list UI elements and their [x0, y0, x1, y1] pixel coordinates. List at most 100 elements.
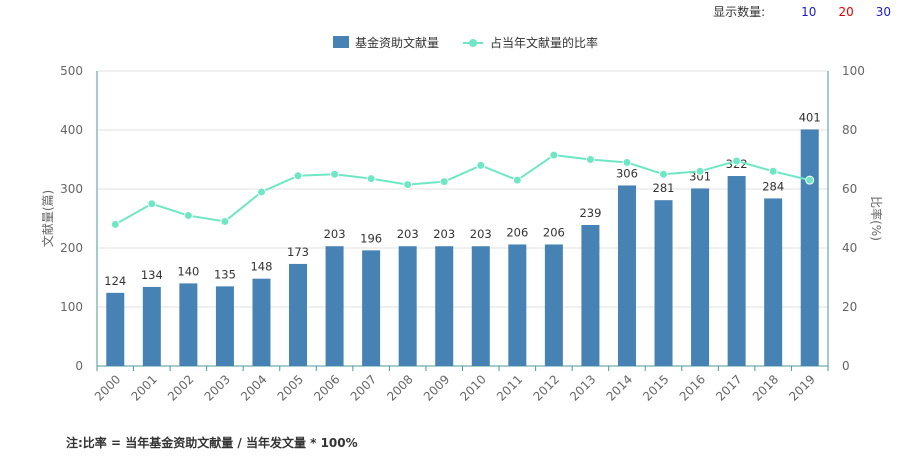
display-option-10[interactable]: 10: [801, 4, 817, 19]
ratio-point: [512, 175, 522, 185]
bar-data-label: 239: [579, 206, 601, 220]
x-tick-label: 2003: [202, 372, 233, 403]
y-tick-label-right: 60: [842, 182, 857, 196]
ratio-point: [476, 160, 486, 170]
x-tick-label: 2002: [165, 372, 196, 403]
bar-data-label: 301: [689, 169, 711, 183]
x-tick-label: 2005: [275, 372, 306, 403]
bar-data-label: 206: [506, 225, 528, 239]
ratio-point: [659, 169, 669, 179]
x-tick-label: 2011: [494, 372, 525, 403]
bar-data-label: 401: [799, 110, 821, 124]
legend-label-bar: 基金资助文献量: [355, 35, 439, 50]
ratio-point: [549, 150, 559, 160]
x-tick-label: 2016: [677, 372, 708, 403]
ratio-point: [220, 216, 230, 226]
legend-label-line: 占当年文献量的比率: [490, 35, 598, 50]
x-tick-label: 2017: [713, 372, 744, 403]
bar: [362, 250, 381, 366]
y-tick-label-right: 20: [842, 300, 857, 314]
y-tick-label-left: 300: [60, 182, 83, 196]
bar-data-label: 203: [397, 227, 419, 241]
display-count-label: 显示数量:: [713, 5, 766, 19]
ratio-point: [147, 199, 157, 209]
ratio-point: [732, 156, 742, 166]
x-tick-label: 2012: [530, 372, 561, 403]
x-tick-label: 2014: [604, 372, 635, 403]
bar-data-label: 196: [360, 231, 382, 245]
bar-data-label: 281: [653, 181, 675, 195]
bar: [764, 198, 783, 366]
x-tick-label: 2006: [311, 372, 342, 403]
bar-data-label: 306: [616, 166, 638, 180]
display-option-30[interactable]: 30: [875, 4, 891, 19]
ratio-point: [256, 187, 266, 197]
ratio-point: [183, 211, 193, 221]
x-tick-label: 2000: [92, 372, 123, 403]
bar: [142, 286, 161, 366]
bar-data-label: 203: [324, 227, 346, 241]
x-tick-label: 2013: [567, 372, 598, 403]
legend-swatch-bar: [333, 36, 349, 48]
display-count-controls: 显示数量: 10 20 30: [713, 3, 891, 20]
y-tick-label-left: 100: [60, 300, 83, 314]
bar: [179, 283, 198, 366]
y-tick-label-right: 80: [842, 123, 857, 137]
x-tick-label: 2010: [457, 372, 488, 403]
bar: [325, 246, 344, 366]
bar-data-label: 203: [433, 227, 455, 241]
ratio-point: [585, 155, 595, 164]
bar-data-label: 148: [250, 260, 272, 274]
bar: [398, 246, 417, 366]
bar-data-label: 173: [287, 245, 309, 259]
y-tick-label-left: 200: [60, 241, 83, 255]
y-tick-label-right: 0: [842, 359, 850, 373]
chart-footnote: 注:比率 = 当年基金资助文献量 / 当年发文量 * 100%: [66, 436, 358, 450]
bar: [654, 200, 673, 366]
bar: [508, 244, 527, 366]
bar: [617, 185, 636, 366]
bar: [544, 244, 563, 366]
ratio-point: [768, 166, 778, 176]
combo-chart: 0 100 200 300 400 500 0 20 40 60 80 100 文献量(篇) 比率(%) 1…: [40, 35, 884, 404]
bar: [289, 263, 308, 366]
ratio-line: [114, 154, 810, 226]
bar: [581, 224, 600, 366]
bar-data-label: 140: [177, 264, 199, 278]
ratio-point: [293, 171, 303, 181]
bar: [252, 278, 271, 366]
x-tick-label: 2007: [348, 372, 379, 403]
ratio-point: [403, 180, 413, 190]
bar-data-label: 284: [762, 179, 784, 193]
y-tick-label-right: 100: [842, 64, 865, 78]
y-tick-label-right: 40: [842, 241, 857, 255]
y-tick-label-left: 0: [75, 359, 83, 373]
y-tick-label-left: 500: [60, 64, 83, 78]
x-tick-label: 2001: [128, 372, 159, 403]
ratio-point: [366, 174, 376, 184]
bar-data-label: 203: [470, 227, 492, 241]
ratio-point: [330, 169, 340, 179]
bar: [727, 176, 746, 366]
x-tick-label: 2008: [384, 372, 415, 403]
ratio-point: [805, 175, 815, 185]
x-tick-label: 2015: [640, 372, 671, 403]
bar-data-label: 135: [214, 267, 236, 281]
bar-data-label: 206: [543, 225, 565, 239]
ratio-point: [110, 219, 120, 229]
bar: [691, 188, 710, 366]
bar-data-label: 134: [141, 268, 163, 282]
x-tick-label: 2019: [786, 372, 817, 403]
bar: [800, 129, 819, 366]
ratio-point: [439, 177, 449, 187]
bar: [106, 292, 125, 366]
display-option-20[interactable]: 20: [838, 4, 854, 19]
ratio-point: [695, 166, 705, 176]
legend-swatch-line-marker: [469, 39, 477, 47]
bar-data-label: 124: [104, 274, 126, 288]
x-tick-label: 2018: [750, 372, 781, 403]
y-axis-title-left: 文献量(篇): [40, 190, 55, 247]
bar: [215, 286, 234, 366]
y-tick-label-left: 400: [60, 123, 83, 137]
ratio-point: [622, 157, 632, 167]
